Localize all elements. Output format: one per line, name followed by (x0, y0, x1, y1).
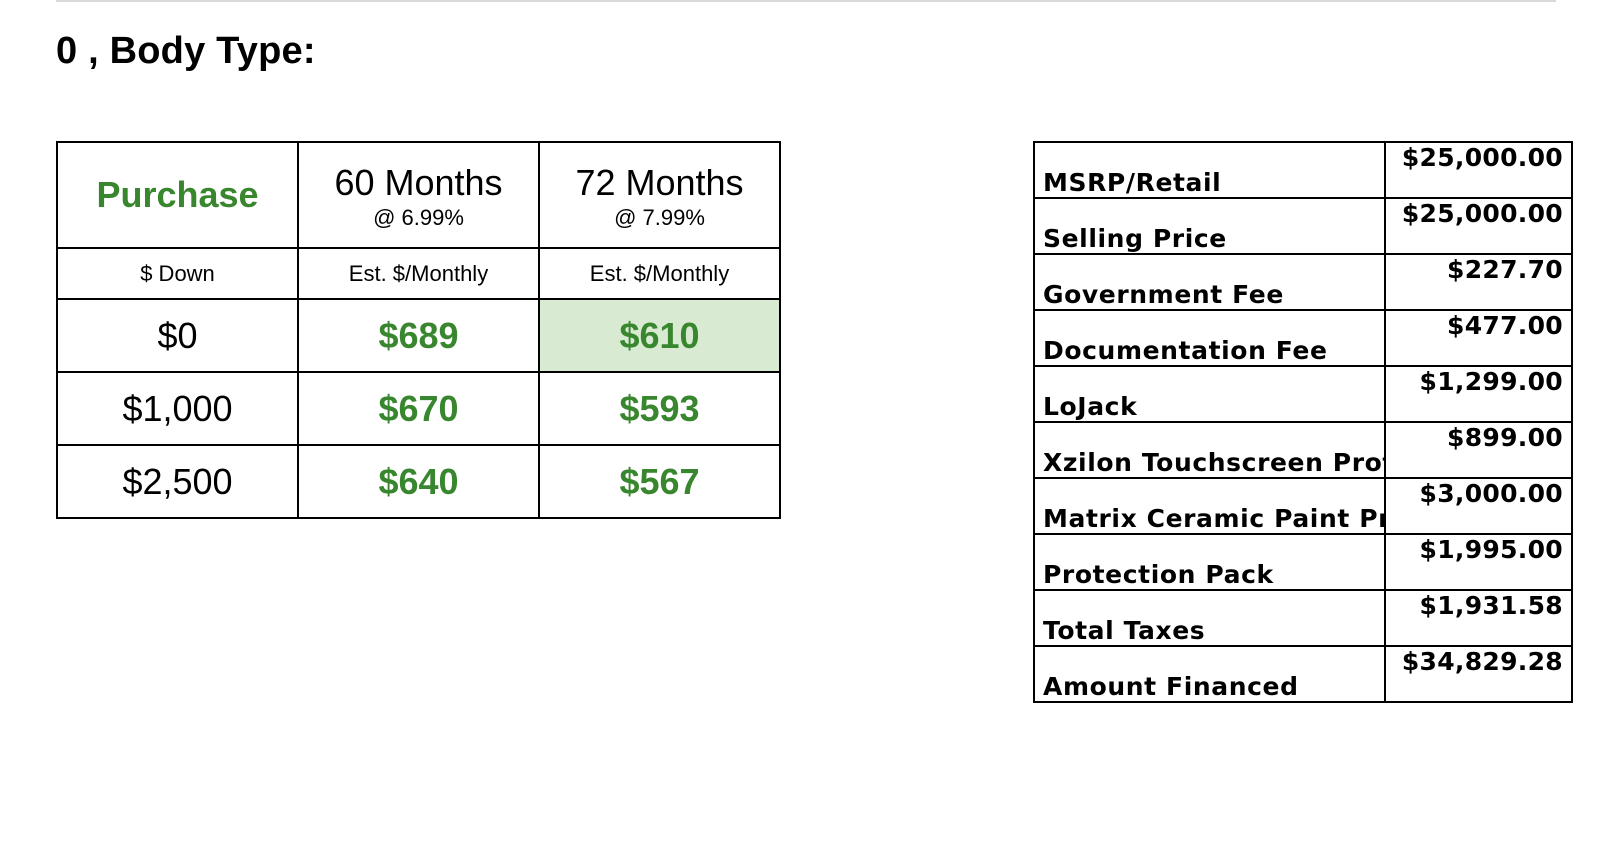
lojack-label: LoJack (1033, 365, 1386, 423)
table-row: Total Taxes $1,931.58 (1033, 589, 1573, 647)
down-subheader: $ Down (56, 247, 299, 300)
page-title: 0 , Body Type: (56, 30, 316, 72)
lojack-value: $1,299.00 (1384, 365, 1573, 423)
table-row: Government Fee $227.70 (1033, 253, 1573, 311)
monthly-72-cell: $593 (538, 371, 781, 446)
purchase-header-cell: Purchase (56, 141, 299, 249)
ceramic-paint-label: Matrix Ceramic Paint Pro (1033, 477, 1386, 535)
protection-pack-label: Protection Pack (1033, 533, 1386, 591)
protection-pack-value: $1,995.00 (1384, 533, 1573, 591)
down-payment-cell: $1,000 (56, 371, 299, 446)
documentation-fee-value: $477.00 (1384, 309, 1573, 367)
table-row: Selling Price $25,000.00 (1033, 197, 1573, 255)
ceramic-paint-value: $3,000.00 (1384, 477, 1573, 535)
amount-financed-value: $34,829.28 (1384, 645, 1573, 703)
monthly-60-cell: $689 (297, 298, 540, 373)
term-60-rate: @ 6.99% (373, 205, 464, 230)
monthly-60-cell: $670 (297, 371, 540, 446)
payment-subheader-row: $ Down Est. $/Monthly Est. $/Monthly (56, 247, 781, 300)
touchscreen-protection-value: $899.00 (1384, 421, 1573, 479)
amount-financed-label: Amount Financed (1033, 645, 1386, 703)
payment-table: Purchase 60 Months @ 6.99% 72 Months @ 7… (56, 141, 781, 519)
top-divider (56, 0, 1556, 2)
monthly-72-subheader: Est. $/Monthly (538, 247, 781, 300)
total-taxes-label: Total Taxes (1033, 589, 1386, 647)
msrp-value: $25,000.00 (1384, 141, 1573, 199)
term-72-label: 72 Months (575, 162, 744, 203)
term-60-label: 60 Months (334, 162, 503, 203)
term-72-rate: @ 7.99% (614, 205, 705, 230)
table-row: MSRP/Retail $25,000.00 (1033, 141, 1573, 199)
term-72-header-cell: 72 Months @ 7.99% (538, 141, 781, 249)
touchscreen-protection-label: Xzilon Touchscreen Prot (1033, 421, 1386, 479)
table-row: $0 $689 $610 (56, 298, 781, 373)
table-row: Protection Pack $1,995.00 (1033, 533, 1573, 591)
table-row: LoJack $1,299.00 (1033, 365, 1573, 423)
payment-header-row: Purchase 60 Months @ 6.99% 72 Months @ 7… (56, 141, 781, 249)
selling-price-value: $25,000.00 (1384, 197, 1573, 255)
table-row: Documentation Fee $477.00 (1033, 309, 1573, 367)
monthly-72-cell: $567 (538, 444, 781, 519)
monthly-60-cell: $640 (297, 444, 540, 519)
government-fee-value: $227.70 (1384, 253, 1573, 311)
table-row: Amount Financed $34,829.28 (1033, 645, 1573, 703)
price-breakdown-table: MSRP/Retail $25,000.00 Selling Price $25… (1033, 141, 1573, 703)
msrp-label: MSRP/Retail (1033, 141, 1386, 199)
total-taxes-value: $1,931.58 (1384, 589, 1573, 647)
table-row: Matrix Ceramic Paint Pro $3,000.00 (1033, 477, 1573, 535)
monthly-72-cell-selected[interactable]: $610 (538, 298, 781, 373)
table-row: $1,000 $670 $593 (56, 371, 781, 446)
table-row: $2,500 $640 $567 (56, 444, 781, 519)
term-60-header-cell: 60 Months @ 6.99% (297, 141, 540, 249)
down-payment-cell: $2,500 (56, 444, 299, 519)
selling-price-label: Selling Price (1033, 197, 1386, 255)
purchase-label: Purchase (96, 174, 259, 215)
government-fee-label: Government Fee (1033, 253, 1386, 311)
table-row: Xzilon Touchscreen Prot $899.00 (1033, 421, 1573, 479)
down-payment-cell: $0 (56, 298, 299, 373)
monthly-60-subheader: Est. $/Monthly (297, 247, 540, 300)
documentation-fee-label: Documentation Fee (1033, 309, 1386, 367)
